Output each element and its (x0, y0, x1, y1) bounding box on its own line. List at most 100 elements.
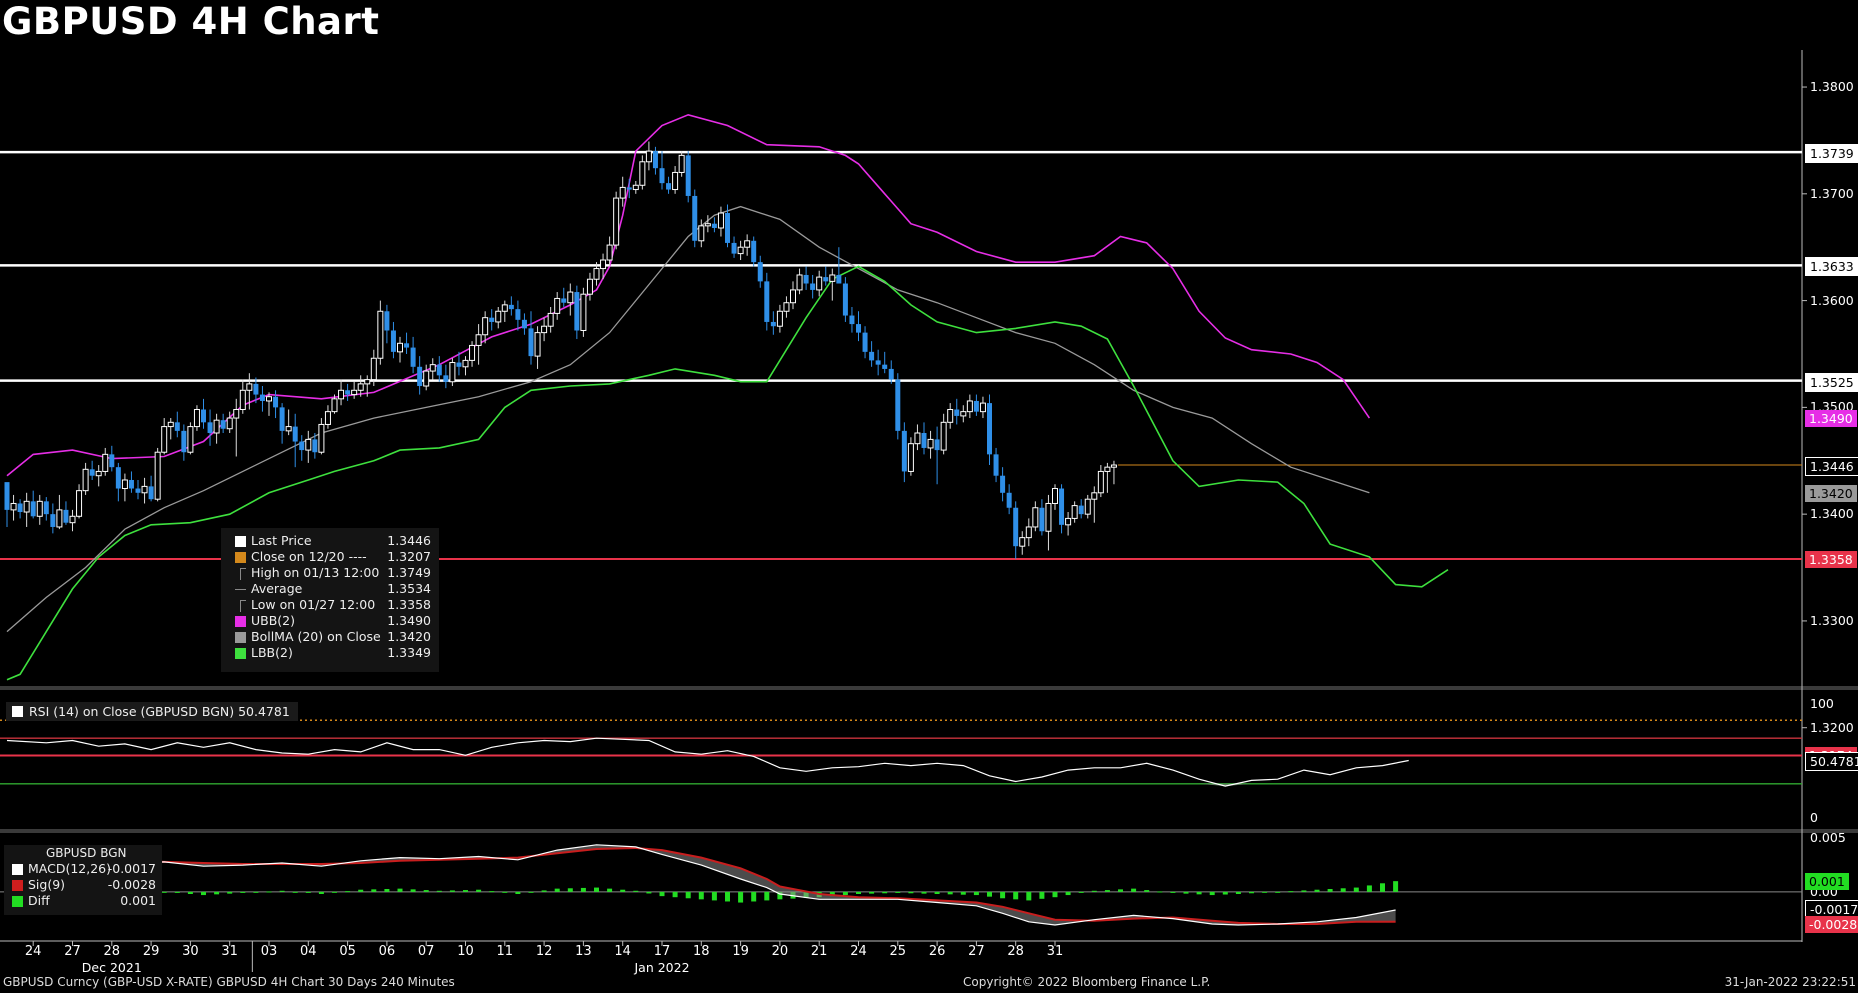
candle-up (704, 223, 711, 227)
candle-up (783, 302, 790, 312)
candle-up (1065, 517, 1072, 526)
macd-diff-bar (659, 891, 665, 897)
price-tag: 1.3490 (1805, 410, 1857, 428)
macd-diff-bar (305, 891, 311, 893)
candle-down (842, 283, 848, 316)
x-axis-label: 19 (732, 944, 749, 959)
footer-timestamp: 31-Jan-2022 23:22:51 (1724, 975, 1856, 989)
candle-down (849, 315, 855, 325)
bollinger-middle-band (6, 205, 1370, 633)
macd-diff-bar (1301, 890, 1307, 892)
macd-diff-bar (1196, 891, 1202, 895)
candle-up (613, 197, 620, 246)
macd-diff-bar (161, 891, 167, 893)
candle-down (443, 375, 449, 382)
candle-up (1045, 502, 1052, 532)
candle-down (515, 309, 521, 320)
x-axis-label: 04 (300, 944, 317, 959)
rsi-swatch (12, 706, 23, 717)
candle-down (43, 501, 49, 515)
candle-down (1013, 507, 1019, 547)
legend-label: Low on 01/27 12:00 (251, 597, 376, 612)
candle-down (993, 454, 999, 476)
candle-down (751, 240, 757, 263)
candle-down (987, 403, 992, 455)
candle-down (489, 317, 495, 322)
macd-diff-bar (371, 889, 377, 892)
candle-up (547, 312, 554, 327)
candle-down (875, 360, 881, 365)
macd-value-tag: 0.001 (1805, 873, 1849, 891)
candle-down (63, 509, 69, 523)
legend-value: 1.3490 (387, 613, 431, 628)
candle-down (312, 439, 318, 453)
candle-up (423, 370, 430, 387)
candle-up (606, 244, 613, 261)
legend-swatch (240, 568, 246, 580)
candle-down (1039, 507, 1045, 532)
candle-up (331, 398, 338, 413)
candle-down (279, 407, 285, 431)
rsi-line (6, 737, 1409, 787)
candle-down (30, 501, 36, 517)
price-legend-row: LBB(2) 1.3349 (221, 645, 439, 661)
candle-up (23, 500, 30, 513)
candle-up (672, 171, 679, 191)
candle-up (567, 291, 574, 304)
candle-down (869, 351, 875, 361)
macd-diff-bar (449, 890, 455, 892)
candle-down (181, 430, 187, 453)
candle-up (796, 274, 803, 291)
macd-diff-bar (345, 891, 351, 893)
candle-up (351, 389, 358, 396)
macd-diff-bar (476, 889, 482, 892)
candle-down (626, 187, 632, 190)
macd-diff-bar (410, 889, 416, 892)
candle-down (685, 155, 691, 196)
candle-up (449, 362, 456, 383)
macd-diff-bar (528, 891, 534, 893)
candle-down (757, 262, 763, 282)
macd-diff-bar (711, 891, 717, 901)
candle-up (233, 409, 240, 419)
macd-legend-row: MACD(12,26) -0.0017 (4, 861, 162, 877)
candle-up (940, 421, 947, 451)
macd-diff-bar (633, 890, 639, 892)
macd-diff-bar (292, 891, 298, 893)
x-axis-label: 24 (850, 944, 867, 959)
candle-up (586, 278, 593, 295)
macd-diff-bar (1065, 891, 1071, 896)
candle-down (207, 422, 213, 433)
candle-up (534, 332, 541, 357)
candle-up (36, 500, 43, 517)
candle-up (1071, 505, 1078, 519)
candle-down (135, 488, 141, 493)
price-legend-row: Low on 01/27 12:00 1.3358 (221, 597, 439, 613)
price-legend-row: BollMA (20) on Close 1.3420 (221, 629, 439, 645)
rsi-axis-label: 100 (1810, 696, 1834, 711)
macd-diff-bar (1013, 891, 1019, 900)
macd-diff-bar (594, 887, 599, 892)
macd-diff-bar (541, 890, 547, 892)
legend-value: 1.3207 (387, 549, 431, 564)
legend-value: 1.3446 (387, 533, 431, 548)
macd-diff-bar (515, 891, 521, 894)
legend-value: 1.3349 (387, 645, 431, 660)
legend-label: UBB(2) (251, 613, 296, 628)
macd-diff-bar (751, 891, 757, 902)
price-axis-label: 1.3600 (1810, 292, 1854, 308)
rsi-value-tag: 50.4781 (1805, 752, 1858, 772)
macd-diff-bar (187, 891, 193, 894)
price-axis-label: 1.3400 (1810, 506, 1854, 522)
legend-label: Average (251, 581, 303, 596)
x-axis-label: 18 (693, 944, 710, 959)
candle-up (790, 289, 796, 304)
legend-value: 1.3534 (387, 581, 431, 596)
candle-up (305, 438, 312, 451)
candle-up (907, 443, 914, 472)
candle-up (266, 396, 272, 402)
candle-up (554, 297, 561, 314)
legend-label: Sig(9) (28, 877, 66, 892)
panel-divider-price-rsi (0, 686, 1858, 690)
